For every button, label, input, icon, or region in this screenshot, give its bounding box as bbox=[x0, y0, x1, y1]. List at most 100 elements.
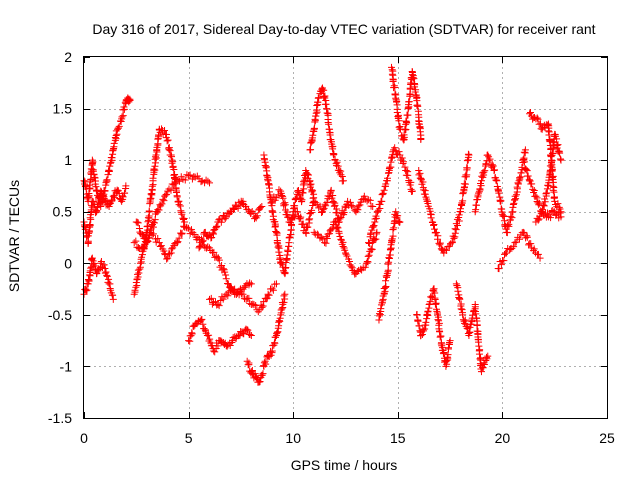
data-point bbox=[472, 314, 480, 322]
data-point bbox=[219, 265, 227, 273]
data-point bbox=[185, 224, 193, 232]
data-point bbox=[456, 205, 464, 213]
data-point bbox=[437, 332, 445, 340]
data-point bbox=[389, 226, 397, 234]
data-point bbox=[313, 108, 321, 116]
data-point bbox=[485, 157, 493, 165]
data-point bbox=[224, 292, 232, 300]
data-point bbox=[333, 162, 341, 170]
data-point bbox=[169, 162, 177, 170]
data-point bbox=[100, 261, 108, 269]
data-point bbox=[517, 169, 525, 177]
data-point bbox=[402, 118, 410, 126]
data-point bbox=[530, 245, 538, 253]
data-point bbox=[497, 261, 505, 269]
data-point bbox=[164, 254, 172, 262]
data-point bbox=[186, 171, 194, 179]
data-point bbox=[534, 115, 542, 123]
data-point bbox=[214, 342, 222, 350]
data-point bbox=[518, 163, 526, 171]
data-point bbox=[556, 149, 564, 157]
data-point bbox=[260, 155, 268, 163]
data-point bbox=[190, 173, 198, 181]
data-point bbox=[263, 294, 271, 302]
data-point bbox=[389, 76, 397, 84]
data-point bbox=[481, 167, 489, 175]
data-point bbox=[243, 357, 251, 365]
axis-ticks bbox=[84, 57, 608, 419]
data-point bbox=[222, 213, 230, 221]
data-point bbox=[259, 370, 267, 378]
data-point bbox=[330, 150, 338, 158]
data-point bbox=[134, 219, 142, 227]
data-point bbox=[230, 206, 237, 214]
data-point bbox=[480, 360, 488, 368]
data-point bbox=[540, 201, 548, 209]
data-point bbox=[404, 111, 412, 119]
data-point bbox=[367, 229, 375, 237]
x-tick-label: 10 bbox=[285, 430, 301, 446]
data-point bbox=[375, 316, 383, 324]
data-point bbox=[308, 134, 316, 142]
data-point bbox=[374, 206, 382, 214]
data-point bbox=[388, 153, 396, 161]
data-point bbox=[450, 234, 458, 242]
data-point bbox=[323, 199, 331, 207]
data-point bbox=[382, 180, 390, 188]
data-point bbox=[380, 186, 388, 194]
data-point bbox=[132, 237, 140, 245]
data-point bbox=[165, 144, 173, 152]
data-point bbox=[113, 130, 121, 138]
x-tick-label: 25 bbox=[599, 430, 615, 446]
data-point bbox=[224, 279, 232, 287]
data-point bbox=[136, 265, 144, 273]
data-point bbox=[346, 198, 354, 206]
data-point bbox=[119, 193, 127, 201]
data-point bbox=[109, 295, 117, 303]
data-point bbox=[416, 174, 424, 182]
data-point bbox=[163, 137, 171, 145]
data-point bbox=[412, 86, 420, 94]
data-point bbox=[452, 226, 460, 234]
data-point bbox=[100, 193, 108, 201]
data-point bbox=[308, 186, 316, 194]
data-point bbox=[275, 186, 283, 194]
data-point bbox=[246, 330, 254, 338]
data-point bbox=[463, 157, 471, 165]
chart-title: Day 316 of 2017, Sidereal Day-to-day VTE… bbox=[92, 21, 595, 37]
data-point bbox=[232, 289, 240, 297]
data-point bbox=[392, 208, 400, 216]
data-point bbox=[341, 202, 349, 210]
data-point bbox=[291, 196, 299, 204]
data-point bbox=[154, 234, 162, 242]
data-point bbox=[394, 212, 402, 220]
data-point bbox=[310, 228, 318, 236]
data-point bbox=[277, 309, 285, 317]
data-point bbox=[436, 328, 444, 336]
data-point bbox=[514, 180, 522, 188]
data-point bbox=[305, 171, 313, 179]
data-point bbox=[239, 290, 247, 298]
data-point bbox=[360, 192, 368, 200]
data-point bbox=[366, 196, 374, 204]
data-point bbox=[405, 98, 413, 106]
data-point bbox=[511, 239, 519, 247]
data-point bbox=[299, 189, 307, 197]
data-point bbox=[503, 229, 511, 237]
data-point bbox=[512, 238, 520, 246]
data-point bbox=[221, 215, 229, 223]
data-point bbox=[148, 231, 156, 239]
data-point bbox=[530, 186, 538, 194]
data-point bbox=[261, 357, 269, 365]
data-point bbox=[442, 246, 450, 254]
data-point bbox=[83, 233, 91, 241]
data-point bbox=[414, 102, 422, 110]
data-point bbox=[371, 236, 379, 244]
data-point bbox=[544, 121, 552, 129]
data-point bbox=[168, 159, 176, 167]
data-point bbox=[489, 162, 497, 170]
data-point bbox=[148, 182, 156, 190]
data-point bbox=[495, 189, 503, 197]
data-point bbox=[436, 241, 444, 249]
data-point bbox=[102, 268, 110, 276]
